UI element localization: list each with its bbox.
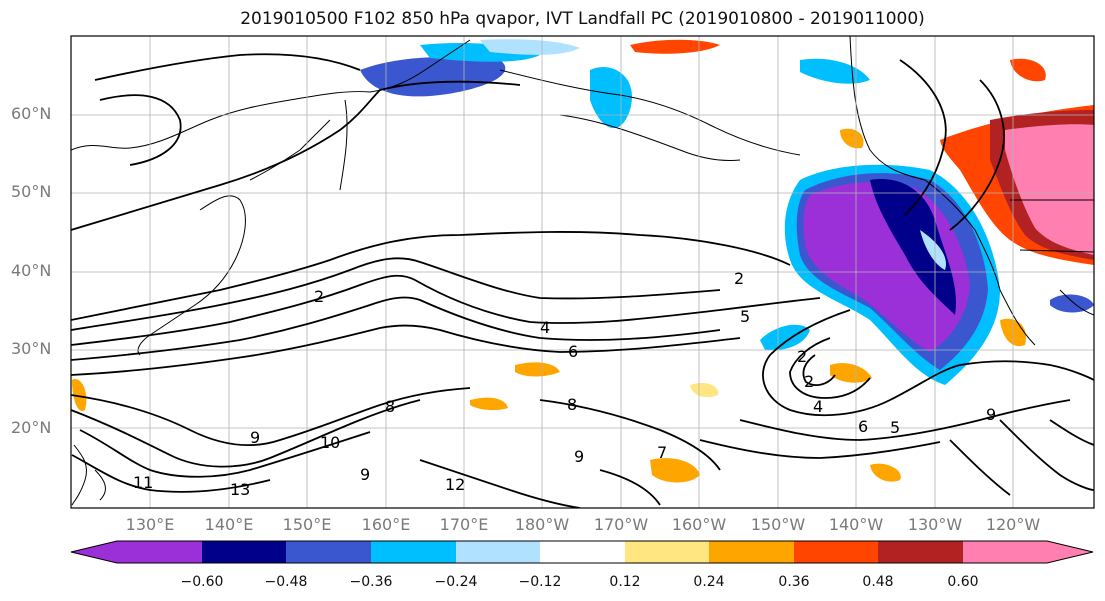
colorbar-swatch: [371, 541, 456, 563]
lon-label: 140°E: [204, 515, 254, 534]
colorbar-swatch: [540, 541, 625, 563]
lon-label: 160°W: [671, 515, 727, 534]
map-frame: [70, 35, 1095, 509]
contour-label: 2: [734, 269, 744, 288]
contour-label: 10: [320, 433, 340, 452]
contour-label: 9: [574, 447, 584, 466]
colorbar-swatch: [963, 541, 1047, 563]
lat-label: 60°N: [11, 104, 52, 123]
colorbar-swatch: [286, 541, 371, 563]
contour-label: 12: [445, 475, 465, 494]
lon-label: 170°W: [593, 515, 649, 534]
colorbar-swatches: [71, 541, 1093, 563]
lat-label: 20°N: [11, 418, 52, 437]
colorbar-tick-label: 0.24: [693, 574, 725, 590]
colorbar-swatch: [202, 541, 286, 563]
colorbar-tick-label: −0.48: [264, 574, 308, 590]
coastlines: [71, 36, 1094, 506]
lon-label: 150°W: [750, 515, 806, 534]
lon-label: 170°E: [439, 515, 489, 534]
colorbar-swatch: [878, 541, 963, 563]
contour-label: 2: [314, 287, 324, 306]
contour-label: 6: [568, 342, 578, 361]
colorbar-swatch: [117, 541, 202, 563]
lat-label: 40°N: [11, 261, 52, 280]
colorbar-tick-label: −0.60: [180, 574, 224, 590]
colorbar-swatch: [709, 541, 794, 563]
lon-label: 130°W: [907, 515, 963, 534]
lat-label: 30°N: [11, 339, 52, 358]
contour-label: 11: [133, 473, 153, 492]
contour-lines: [71, 53, 1094, 508]
contour-label: 4: [813, 397, 823, 416]
lat-label: 50°N: [11, 182, 52, 201]
lon-label: 130°E: [125, 515, 175, 534]
contour-label: 9: [986, 405, 996, 424]
lon-label: 180°W: [514, 515, 570, 534]
colorbar-swatch: [456, 541, 540, 563]
colorbar-swatch: [625, 541, 709, 563]
colorbar-extend-low: [71, 541, 117, 563]
contour-label: 9: [250, 428, 260, 447]
contour-label: 7: [657, 443, 667, 462]
contour-label-group: 2 2 2 2 4 4 5 6 6 5 8 8 9 10 11 13 7 9 9…: [133, 269, 996, 499]
contour-label: 2: [804, 372, 814, 391]
contour-label: 8: [567, 395, 577, 414]
lon-label: 140°W: [828, 515, 884, 534]
lon-label: 160°E: [361, 515, 411, 534]
contour-label: 13: [230, 480, 250, 499]
colorbar-tick-label: 0.60: [947, 574, 979, 590]
colorbar-outline: [70, 540, 1094, 564]
colorbar-swatch: [794, 541, 878, 563]
colorbar-extend-high: [1047, 541, 1093, 563]
contour-label: 2: [797, 347, 807, 366]
contour-label: 5: [890, 418, 900, 437]
colorbar-tick-label: −0.36: [349, 574, 393, 590]
colorbar-tick-label: −0.24: [434, 574, 478, 590]
colorbar-tick-label: 0.36: [778, 574, 810, 590]
contour-label: 9: [360, 465, 370, 484]
map-title: 2019010500 F102 850 hPa qvapor, IVT Land…: [240, 9, 925, 29]
lon-label: 120°W: [985, 515, 1041, 534]
lon-label: 150°E: [282, 515, 332, 534]
shaded-field-positive: [72, 39, 1094, 483]
contour-label: 4: [540, 318, 550, 337]
contour-label: 6: [858, 417, 868, 436]
colorbar-tick-label: −0.12: [518, 574, 562, 590]
contour-label: 8: [385, 397, 395, 416]
colorbar-tick-label: 0.12: [609, 574, 641, 590]
colorbar-tick-label: 0.48: [862, 574, 894, 590]
contour-label: 5: [740, 307, 750, 326]
